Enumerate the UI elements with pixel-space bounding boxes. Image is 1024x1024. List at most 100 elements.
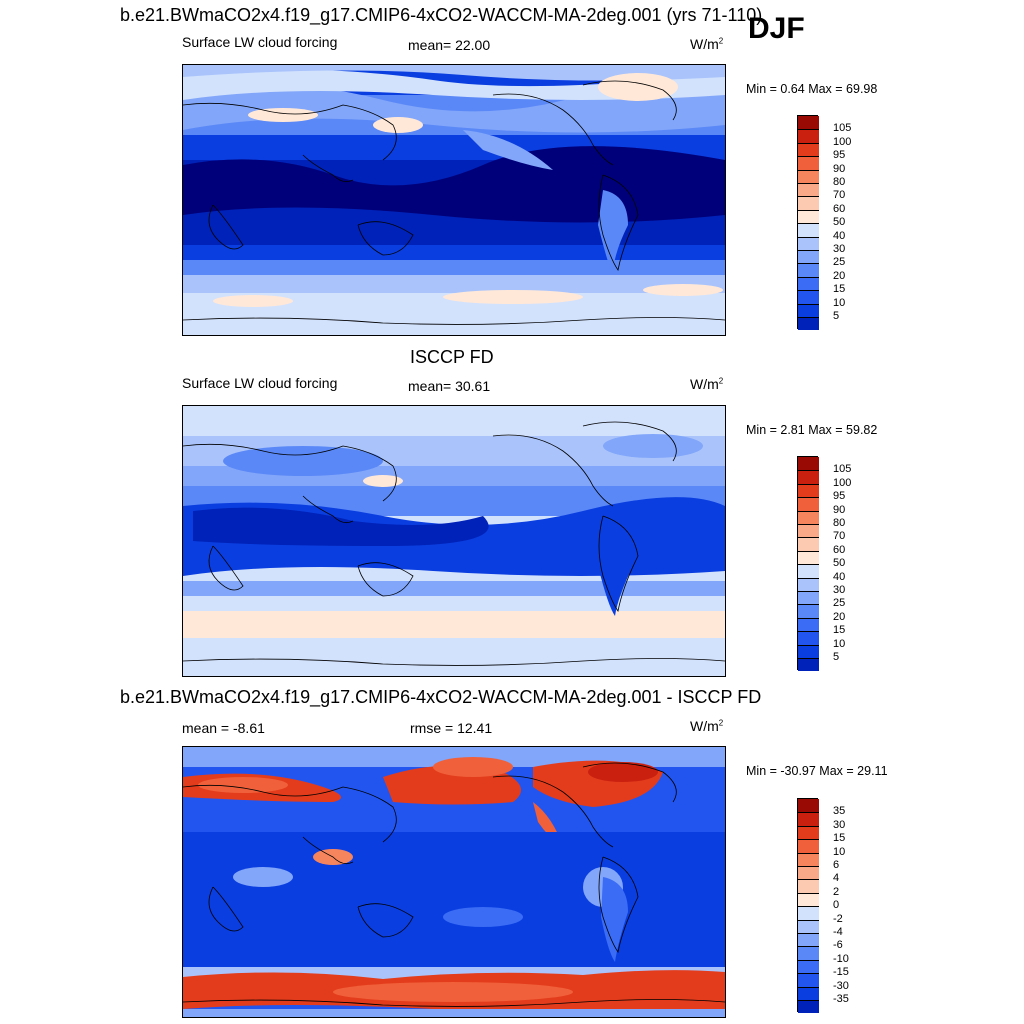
colorbar-swatch (798, 236, 819, 250)
panel1-field-label: Surface LW cloud forcing (182, 34, 338, 50)
colorbar-swatch (798, 812, 819, 826)
colorbar-level-label: 10 (833, 845, 846, 858)
colorbar-level-label: -4 (833, 926, 843, 938)
colorbar-swatch (798, 457, 819, 471)
colorbar-level-label: 30 (833, 584, 846, 596)
colorbar-level-label: 10 (833, 637, 846, 650)
panel2-title: ISCCP FD (410, 347, 494, 367)
colorbar-level-label: 105 (833, 122, 852, 135)
colorbar-level-label: 10 (833, 296, 846, 309)
colorbar-level-label: 90 (833, 503, 846, 516)
season-label: DJF (748, 12, 805, 45)
colorbar-swatch (798, 879, 819, 893)
colorbar-frame (797, 798, 819, 1014)
colorbar-level-label: 90 (833, 162, 846, 175)
colorbar-level-label: 4 (833, 872, 840, 885)
panel1-minmax: Min = 0.64 Max = 69.98 (746, 82, 878, 96)
colorbar-level-label: 15 (833, 624, 846, 637)
colorbar-level-label: 40 (833, 229, 846, 242)
colorbar-level-label: -35 (833, 993, 849, 1005)
colorbar-level-label: 20 (833, 269, 846, 282)
colorbar-swatch (798, 550, 819, 565)
colorbar-swatch (798, 959, 819, 974)
colorbar-level-label: 60 (833, 202, 846, 215)
colorbar-swatch (798, 317, 819, 331)
colorbar-level-label: 0 (833, 899, 840, 912)
colorbar-swatch (798, 276, 819, 291)
colorbar-swatch (798, 631, 819, 645)
colorbar-level-label: 5 (833, 651, 840, 663)
colorbar-level-label: 30 (833, 818, 846, 831)
colorbar-level-label: 20 (833, 610, 846, 623)
colorbar-level-label: 30 (833, 243, 846, 255)
colorbar-swatch (798, 604, 819, 618)
panel1-mean-label: mean= 22.00 (408, 37, 491, 53)
panel2-units: W/m2 (690, 376, 724, 392)
colorbar-level-label: -6 (833, 939, 843, 952)
colorbar-level-label: 70 (833, 189, 846, 202)
colorbar-swatch (798, 839, 819, 853)
panel2-colorbar: 105 100 95 90 80 70 60 50 40 30 25 20 15 10 5 (797, 456, 877, 672)
colorbar-level-label: -10 (833, 952, 849, 965)
colorbar-frame (797, 115, 819, 331)
colorbar-swatch (798, 892, 819, 907)
panel3-title: b.e21.BWmaCO2x4.f19_g17.CMIP6-4xCO2-WACC… (120, 687, 762, 707)
colorbar-frame (797, 456, 819, 672)
colorbar-level-label: 50 (833, 557, 846, 570)
colorbar-swatch (798, 470, 819, 484)
colorbar-swatch (798, 577, 819, 591)
colorbar-swatch (798, 142, 819, 157)
colorbar-swatch (798, 617, 819, 632)
panel3-units: W/m2 (690, 718, 724, 734)
panel1-map (182, 64, 726, 336)
colorbar-level-label: 40 (833, 570, 846, 583)
colorbar-level-label: 60 (833, 543, 846, 556)
colorbar-swatch (798, 644, 819, 658)
colorbar-swatch (798, 497, 819, 511)
colorbar-level-label: 25 (833, 256, 846, 269)
colorbar-level-label: 6 (833, 859, 840, 871)
colorbar-level-label: 15 (833, 832, 846, 845)
colorbar-swatch (798, 263, 819, 277)
colorbar-level-label: 80 (833, 176, 846, 188)
colorbar-swatch (798, 183, 819, 197)
colorbar-swatch (798, 852, 819, 866)
colorbar-swatch (798, 591, 819, 605)
colorbar-swatch (798, 303, 819, 317)
colorbar-level-label: 50 (833, 216, 846, 229)
colorbar-level-label: 5 (833, 310, 840, 322)
colorbar-swatch (798, 510, 819, 524)
panel3-colorbar: 35 30 15 10 6 4 2 0 -2 -4 -6 -10 -15 -30 -35 (797, 798, 877, 1014)
panel3-map (182, 746, 726, 1018)
panel3-mean-label: mean = -8.61 (182, 720, 265, 736)
panel1-units: W/m2 (690, 36, 724, 52)
colorbar-level-label: -2 (833, 912, 843, 925)
panel2-minmax: Min = 2.81 Max = 59.82 (746, 423, 878, 437)
colorbar-swatch (798, 1000, 819, 1014)
colorbar-swatch (798, 290, 819, 304)
colorbar-level-label: 80 (833, 517, 846, 529)
panel1-title: b.e21.BWmaCO2x4.f19_g17.CMIP6-4xCO2-WACC… (120, 5, 763, 25)
colorbar-swatch (798, 169, 819, 183)
colorbar-swatch (798, 946, 819, 960)
colorbar-swatch (798, 537, 819, 551)
colorbar-swatch (798, 483, 819, 498)
colorbar-swatch (798, 564, 819, 578)
colorbar-level-label: 100 (833, 135, 852, 148)
colorbar-swatch (798, 524, 819, 538)
colorbar-swatch (798, 799, 819, 813)
panel1-colorbar: 105 100 95 90 80 70 60 50 40 30 25 20 15 10 5 (797, 115, 877, 331)
colorbar-swatch (798, 156, 819, 170)
panel3-rmse-label: rmse = 12.41 (410, 720, 493, 736)
colorbar-swatch (798, 223, 819, 237)
colorbar-swatch (798, 986, 819, 1000)
colorbar-swatch (798, 658, 819, 672)
colorbar-level-label: -15 (833, 966, 849, 979)
panel3-minmax: Min = -30.97 Max = 29.11 (746, 764, 888, 778)
colorbar-level-label: 25 (833, 597, 846, 610)
colorbar-swatch (798, 129, 819, 143)
colorbar-level-label: 70 (833, 530, 846, 543)
colorbar-swatch (798, 919, 819, 933)
colorbar-level-label: 2 (833, 885, 840, 898)
colorbar-level-label: -30 (833, 979, 849, 992)
